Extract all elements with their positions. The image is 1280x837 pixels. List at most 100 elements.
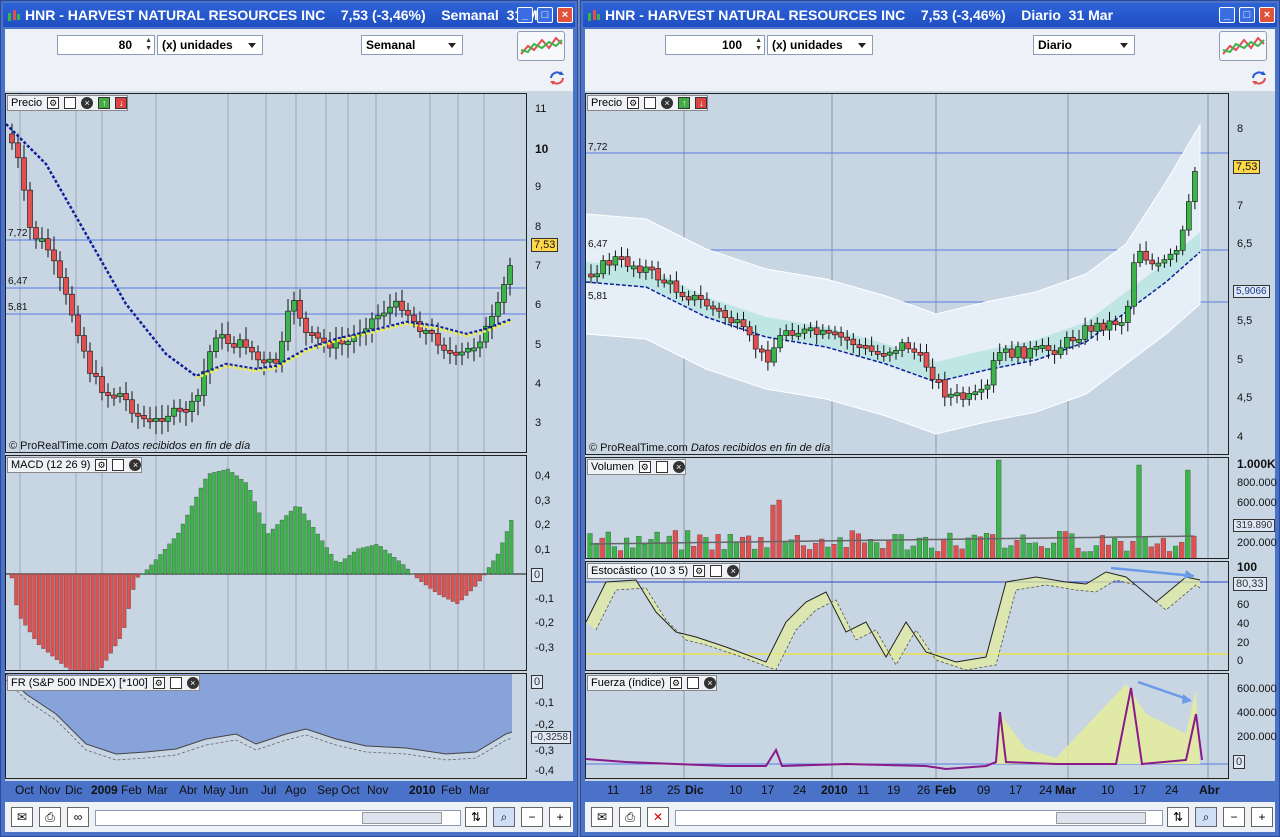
volume-bar [1081,551,1087,558]
maximize-button[interactable]: □ [1239,7,1255,23]
macd-bar [54,573,59,660]
close-icon[interactable]: × [727,565,740,578]
wrench-icon[interactable]: ⚙ [95,459,108,472]
time-axis-label: Mar [469,783,490,797]
chart-style-button[interactable] [1219,31,1267,61]
volume-plot [587,458,1209,558]
volume-pane[interactable]: Volumen ⚙ × [585,457,1229,559]
title-bar[interactable]: HNR - HARVEST NATURAL RESOURCES INC 7,53… [3,3,575,27]
scroll-thumb[interactable] [362,812,442,824]
zoom-fit-button[interactable]: ⌕ [1195,807,1217,827]
macd-bar [491,560,496,575]
print-button[interactable]: ⎙ [39,807,61,827]
wrench-icon[interactable]: ⚙ [152,677,165,690]
wrench-icon[interactable]: ⚙ [638,461,651,474]
volume-axis: 1.000K 800.000 600.000 319.890 200.000 [1231,457,1277,559]
spinner-icon[interactable]: ▲ ▼ [145,37,152,52]
candle [1185,201,1192,231]
window-icon[interactable] [710,565,723,578]
link-button[interactable]: ∞ [67,807,89,827]
close-button[interactable]: × [1259,7,1275,23]
force-index-pane[interactable]: Fuerza (índice) ⚙ × [585,673,1229,779]
candle [219,334,225,339]
macd-pane[interactable]: MACD (12 26 9) ⚙ × [5,455,527,671]
candle [862,344,869,349]
macd-bar [86,573,91,670]
mail-button[interactable]: ✉ [11,807,33,827]
price-pane[interactable]: Precio ⚙ × ↑ ↓ 7,72 6,47 5,81 © ProRealTime.… [585,93,1229,455]
window-icon[interactable] [686,677,699,690]
wrench-icon[interactable]: ⚙ [627,97,640,110]
price-pane[interactable]: Precio ⚙ × ↑ ↓ 7,72 6,47 5,81 © ProRealTime.… [5,93,527,453]
stochastic-pane[interactable]: Estocástico (10 3 5) ⚙ × [585,561,1229,671]
zoom-in-button[interactable]: + [1251,807,1273,827]
horizontal-scrollbar[interactable] [95,810,461,826]
units-input[interactable]: 80 ▲ ▼ [57,35,155,55]
macd-bar [342,558,347,575]
window-icon[interactable] [169,677,182,690]
axis-tick: 7 [1237,200,1244,212]
candle [826,329,832,334]
wrench-icon[interactable]: ⚙ [693,565,706,578]
zoom-fit-button[interactable]: ⌕ [493,807,515,827]
window-icon[interactable] [64,97,77,110]
units-select[interactable]: (x) unidades [767,35,873,55]
close-icon[interactable]: × [186,677,199,690]
close-icon[interactable]: × [81,97,94,110]
chart-tool-button[interactable]: ⇅ [1167,807,1189,827]
close-button[interactable]: × [557,7,573,23]
last-price-badge: 7,53 [1233,160,1261,174]
time-axis-label: 24 [1165,783,1179,797]
unlink-button[interactable]: ✕ [647,807,669,827]
minimize-button[interactable]: _ [1219,7,1235,23]
zoom-out-button[interactable]: − [1223,807,1245,827]
timeframe-select[interactable]: Diario [1033,35,1135,55]
wrench-icon[interactable]: ⚙ [669,677,682,690]
zoom-out-button[interactable]: − [521,807,543,827]
mail-button[interactable]: ✉ [591,807,613,827]
title-bar[interactable]: HNR - HARVEST NATURAL RESOURCES INC 7,53… [583,3,1277,27]
wrench-icon[interactable]: ⚙ [47,97,60,110]
down-arrow-icon[interactable]: ↓ [115,97,128,110]
window-icon[interactable] [655,461,668,474]
close-icon[interactable]: × [661,97,674,110]
candle [153,418,159,422]
time-axis-label: 17 [761,783,775,797]
zoom-in-button[interactable]: + [549,807,571,827]
relative-strength-pane[interactable]: FR (S&P 500 INDEX) [*100] ⚙ × [5,673,527,779]
macd-bar [459,573,464,601]
up-arrow-icon[interactable]: ↑ [98,97,111,110]
macd-bar [234,475,239,575]
close-icon[interactable]: × [703,677,716,690]
refresh-icon[interactable] [547,69,567,87]
candle [87,350,93,374]
macd-bar [41,573,46,649]
scroll-thumb[interactable] [1056,812,1146,824]
close-icon[interactable]: × [672,461,685,474]
candle [1021,346,1027,359]
window-icon[interactable] [112,459,125,472]
chart-style-button[interactable] [517,31,565,61]
macd-bar [221,469,226,575]
candle [887,351,893,356]
refresh-icon[interactable] [1249,69,1269,87]
units-input[interactable]: 100 ▲ ▼ [665,35,765,55]
horizontal-scrollbar[interactable] [675,810,1163,826]
print-button[interactable]: ⎙ [619,807,641,827]
window-icon[interactable] [644,97,657,110]
candle [1009,348,1015,358]
units-select[interactable]: (x) unidades [157,35,263,55]
macd-bar [27,573,32,633]
maximize-button[interactable]: □ [537,7,553,23]
minimize-button[interactable]: _ [517,7,533,23]
close-icon[interactable]: × [129,459,142,472]
up-arrow-icon[interactable]: ↑ [678,97,691,110]
volume-bar [819,538,825,558]
volume-bar [1044,548,1051,558]
volume-bar [971,534,977,558]
volume-bar [703,537,709,558]
timeframe-select[interactable]: Semanal [361,35,463,55]
spinner-icon[interactable]: ▲ ▼ [755,37,762,52]
chart-tool-button[interactable]: ⇅ [465,807,487,827]
down-arrow-icon[interactable]: ↓ [695,97,708,110]
